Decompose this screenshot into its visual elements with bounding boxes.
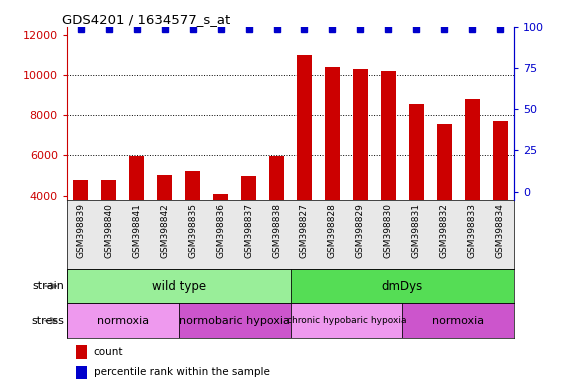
- Bar: [185, 170, 200, 276]
- Text: GSM398834: GSM398834: [496, 203, 505, 258]
- Bar: [290, 269, 514, 303]
- Bar: [129, 157, 145, 276]
- Bar: [179, 303, 290, 338]
- Text: GSM398832: GSM398832: [440, 203, 449, 258]
- Bar: [67, 303, 179, 338]
- Text: GSM398835: GSM398835: [188, 203, 197, 258]
- Bar: [269, 157, 284, 276]
- Bar: [73, 180, 88, 276]
- Bar: [76, 366, 87, 379]
- Bar: [101, 180, 116, 276]
- Text: GSM398828: GSM398828: [328, 203, 337, 258]
- Bar: [381, 71, 396, 276]
- Bar: [403, 303, 514, 338]
- Bar: [213, 194, 228, 276]
- Bar: [297, 55, 312, 276]
- Bar: [325, 67, 340, 276]
- Bar: [76, 345, 87, 359]
- Text: GSM398833: GSM398833: [468, 203, 477, 258]
- Text: dmDys: dmDys: [382, 280, 423, 293]
- Text: percentile rank within the sample: percentile rank within the sample: [94, 367, 270, 377]
- Text: GDS4201 / 1634577_s_at: GDS4201 / 1634577_s_at: [62, 13, 231, 26]
- Text: strain: strain: [32, 281, 64, 291]
- Text: GSM398827: GSM398827: [300, 203, 309, 258]
- Text: GSM398839: GSM398839: [76, 203, 85, 258]
- Bar: [67, 269, 290, 303]
- Text: normoxia: normoxia: [432, 316, 485, 326]
- Text: wild type: wild type: [152, 280, 206, 293]
- Text: GSM398830: GSM398830: [384, 203, 393, 258]
- Text: GSM398838: GSM398838: [272, 203, 281, 258]
- Text: GSM398829: GSM398829: [356, 203, 365, 258]
- Bar: [290, 303, 403, 338]
- Bar: [241, 175, 256, 276]
- Bar: [353, 69, 368, 276]
- Text: stress: stress: [31, 316, 64, 326]
- Bar: [493, 121, 508, 276]
- Text: count: count: [94, 347, 123, 357]
- Text: GSM398836: GSM398836: [216, 203, 225, 258]
- Bar: [436, 124, 452, 276]
- Text: GSM398841: GSM398841: [132, 203, 141, 258]
- Text: GSM398840: GSM398840: [104, 203, 113, 258]
- Bar: [157, 175, 173, 276]
- Text: normoxia: normoxia: [96, 316, 149, 326]
- Bar: [408, 104, 424, 276]
- Text: chronic hypobaric hypoxia: chronic hypobaric hypoxia: [286, 316, 406, 325]
- Text: GSM398842: GSM398842: [160, 203, 169, 258]
- Bar: [465, 99, 480, 276]
- Text: normobaric hypoxia: normobaric hypoxia: [179, 316, 290, 326]
- Text: GSM398837: GSM398837: [244, 203, 253, 258]
- Text: GSM398831: GSM398831: [412, 203, 421, 258]
